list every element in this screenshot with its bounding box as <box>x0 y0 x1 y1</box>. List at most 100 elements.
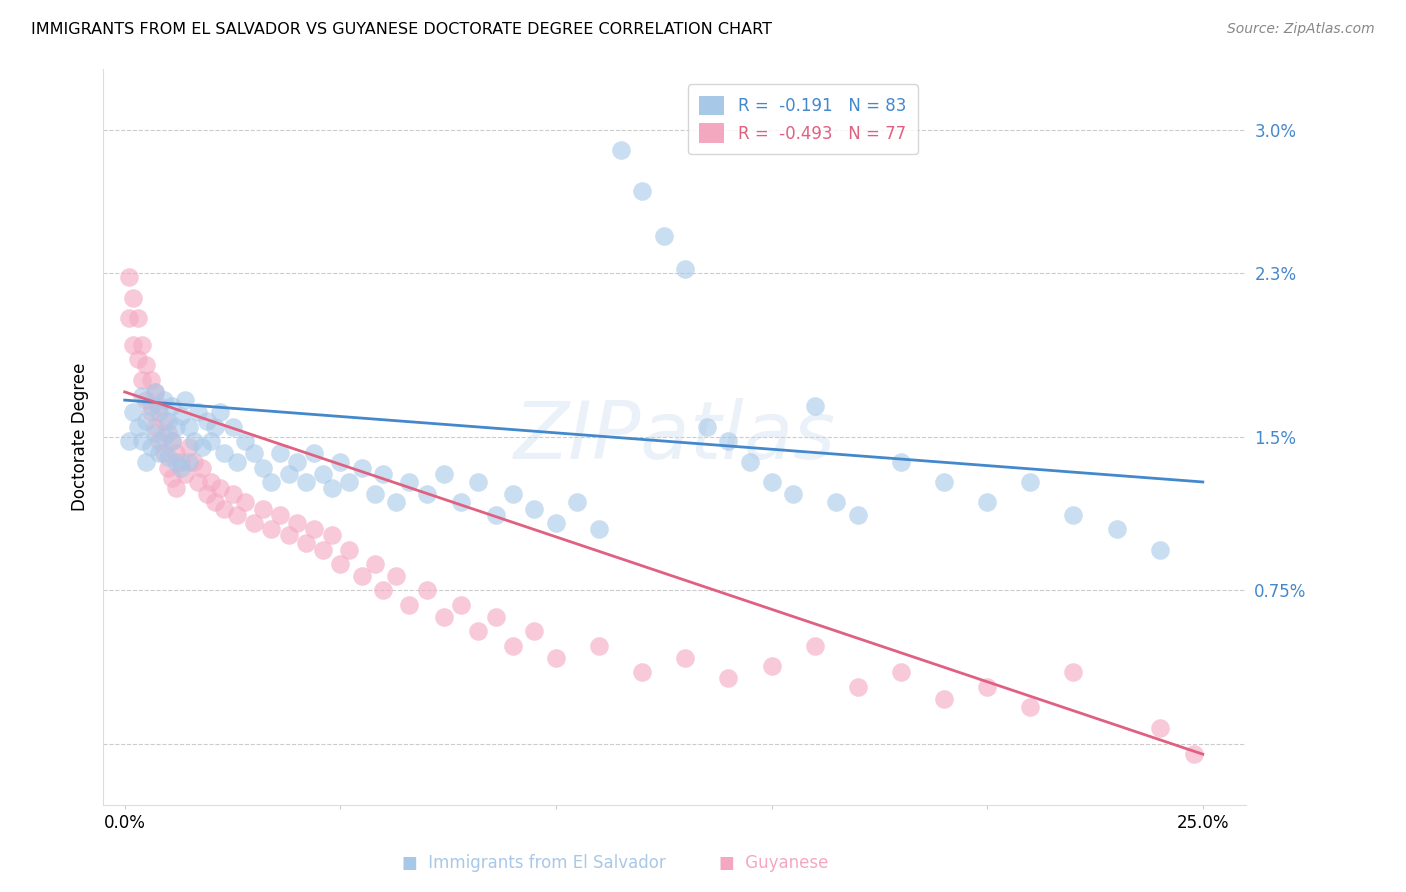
Point <box>433 610 456 624</box>
Point <box>195 413 218 427</box>
Point <box>304 522 326 536</box>
Point <box>143 419 166 434</box>
Text: ■  Guyanese: ■ Guyanese <box>718 855 828 872</box>
Point <box>415 583 437 598</box>
Point <box>165 446 187 460</box>
Point <box>502 639 524 653</box>
Point <box>890 665 912 680</box>
Point <box>782 487 804 501</box>
Point <box>523 624 546 639</box>
Point <box>156 425 179 440</box>
Text: IMMIGRANTS FROM EL SALVADOR VS GUYANESE DOCTORATE DEGREE CORRELATION CHART: IMMIGRANTS FROM EL SALVADOR VS GUYANESE … <box>31 22 772 37</box>
Point <box>127 311 149 326</box>
Point <box>148 405 170 419</box>
Point <box>139 373 162 387</box>
Point <box>277 467 299 481</box>
Point <box>212 501 235 516</box>
Point <box>135 393 157 408</box>
Point <box>295 536 318 550</box>
Point <box>738 454 761 468</box>
Point <box>373 467 395 481</box>
Point <box>673 262 696 277</box>
Point <box>761 659 783 673</box>
Point <box>717 672 740 686</box>
Point <box>156 413 179 427</box>
Point <box>148 446 170 460</box>
Point <box>152 413 174 427</box>
Point <box>321 528 343 542</box>
Point <box>135 413 157 427</box>
Point <box>398 475 420 489</box>
Point <box>1105 522 1128 536</box>
Point <box>761 475 783 489</box>
Point <box>1149 721 1171 735</box>
Point <box>235 495 257 509</box>
Point <box>652 229 675 244</box>
Point <box>364 487 387 501</box>
Point <box>139 399 162 413</box>
Point <box>183 434 205 448</box>
Point <box>484 508 506 522</box>
Point <box>143 384 166 399</box>
Point <box>337 542 360 557</box>
Point <box>200 475 222 489</box>
Text: ZIPatlas: ZIPatlas <box>513 398 835 476</box>
Point <box>385 495 408 509</box>
Point <box>131 434 153 448</box>
Point <box>588 639 610 653</box>
Point <box>252 460 274 475</box>
Point <box>179 419 201 434</box>
Point <box>131 373 153 387</box>
Point <box>717 434 740 448</box>
Point <box>1149 542 1171 557</box>
Point <box>803 399 825 413</box>
Point <box>502 487 524 501</box>
Point <box>277 528 299 542</box>
Point <box>696 419 718 434</box>
Point <box>260 522 283 536</box>
Point <box>152 393 174 408</box>
Point <box>187 475 209 489</box>
Point <box>148 399 170 413</box>
Point <box>152 430 174 444</box>
Point <box>225 454 247 468</box>
Point <box>631 184 654 198</box>
Point <box>269 508 291 522</box>
Point <box>890 454 912 468</box>
Point <box>191 460 214 475</box>
Text: Source: ZipAtlas.com: Source: ZipAtlas.com <box>1227 22 1375 37</box>
Point <box>160 434 183 448</box>
Point <box>165 481 187 495</box>
Point <box>174 393 197 408</box>
Point <box>450 495 472 509</box>
Point <box>467 624 489 639</box>
Point <box>609 144 631 158</box>
Point <box>122 338 145 352</box>
Point <box>170 454 193 468</box>
Point <box>846 680 869 694</box>
Point <box>152 446 174 460</box>
Point <box>385 569 408 583</box>
Point <box>588 522 610 536</box>
Point <box>122 405 145 419</box>
Point <box>160 434 183 448</box>
Point <box>225 508 247 522</box>
Legend: R =  -0.191   N = 83, R =  -0.493   N = 77: R = -0.191 N = 83, R = -0.493 N = 77 <box>688 84 918 154</box>
Point <box>208 405 231 419</box>
Point <box>260 475 283 489</box>
Point <box>118 270 141 285</box>
Point <box>312 467 335 481</box>
Point <box>235 434 257 448</box>
Point <box>165 419 187 434</box>
Point <box>312 542 335 557</box>
Point <box>304 446 326 460</box>
Point <box>165 454 187 468</box>
Point <box>1062 508 1084 522</box>
Point <box>187 405 209 419</box>
Point <box>191 440 214 454</box>
Point <box>364 557 387 571</box>
Point <box>825 495 848 509</box>
Point <box>179 440 201 454</box>
Point <box>932 692 955 706</box>
Point <box>1182 747 1205 762</box>
